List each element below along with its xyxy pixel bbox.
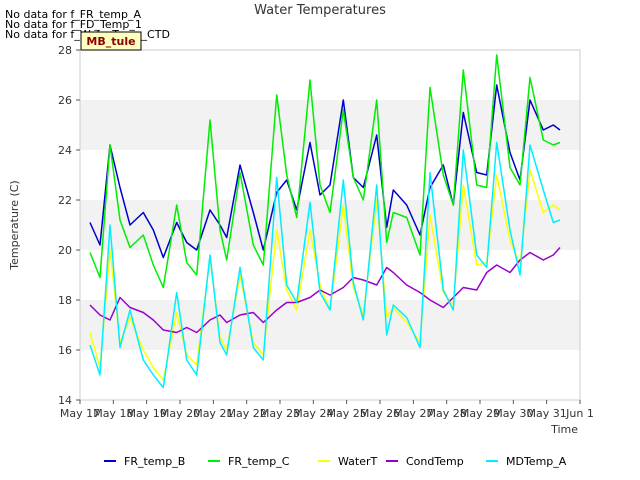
grid-band xyxy=(80,100,580,150)
y-tick-label: 24 xyxy=(58,144,72,157)
no-data-note-2: No data for f_FD_Temp_1 xyxy=(5,18,142,31)
x-tick-label: May 22 xyxy=(227,407,267,420)
site-badge: MB_tule xyxy=(80,31,142,51)
x-tick-label: May 19 xyxy=(127,407,167,420)
grid-band xyxy=(80,50,580,100)
grid-band xyxy=(80,350,580,400)
legend-label-condtemp: CondTemp xyxy=(406,455,464,468)
y-tick-label: 14 xyxy=(58,394,72,407)
x-tick-label: May 29 xyxy=(460,407,500,420)
x-tick-label: Jun 1 xyxy=(565,407,594,420)
series-line-fr_temp_b xyxy=(89,84,561,259)
legend-label-mdtemp_a: MDTemp_A xyxy=(506,455,567,468)
legend-label-fr_temp_b: FR_temp_B xyxy=(124,455,185,468)
x-tick-label: May 20 xyxy=(160,407,200,420)
y-tick-label: 18 xyxy=(58,294,72,307)
x-tick-label: May 25 xyxy=(327,407,367,420)
chart-title: Water Temperatures xyxy=(254,3,386,18)
y-tick-label: 20 xyxy=(58,244,72,257)
y-tick-label: 22 xyxy=(58,194,72,207)
x-tick-label: May 18 xyxy=(93,407,133,420)
grid-band xyxy=(80,250,580,300)
y-tick-label: 26 xyxy=(58,94,72,107)
series-line-fr_temp_c xyxy=(89,54,561,289)
x-tick-label: May 23 xyxy=(260,407,300,420)
x-tick-label: May 21 xyxy=(193,407,233,420)
x-axis-label: Time xyxy=(550,423,578,436)
x-tick-label: May 26 xyxy=(360,407,400,420)
y-axis-label: Temperature (C) xyxy=(8,180,21,270)
legend-label-watert: WaterT xyxy=(338,455,378,468)
plot-frame xyxy=(79,49,581,401)
y-tick-label: 16 xyxy=(58,344,72,357)
x-tick-label: May 17 xyxy=(60,407,100,420)
x-tick-label: May 24 xyxy=(293,407,333,420)
no-data-note-1: No data for f_FR_temp_A xyxy=(5,8,141,21)
x-tick-label: May 31 xyxy=(527,407,567,420)
x-tick-label: May 30 xyxy=(493,407,533,420)
x-tick-label: May 28 xyxy=(427,407,467,420)
series-line-condtemp xyxy=(89,247,561,334)
site-badge-label: MB_tule xyxy=(86,35,135,48)
x-tick-label: May 27 xyxy=(393,407,433,420)
series-line-mdtemp_a xyxy=(89,141,561,389)
legend-label-fr_temp_c: FR_temp_C xyxy=(228,455,290,468)
y-tick-label: 28 xyxy=(58,44,72,57)
